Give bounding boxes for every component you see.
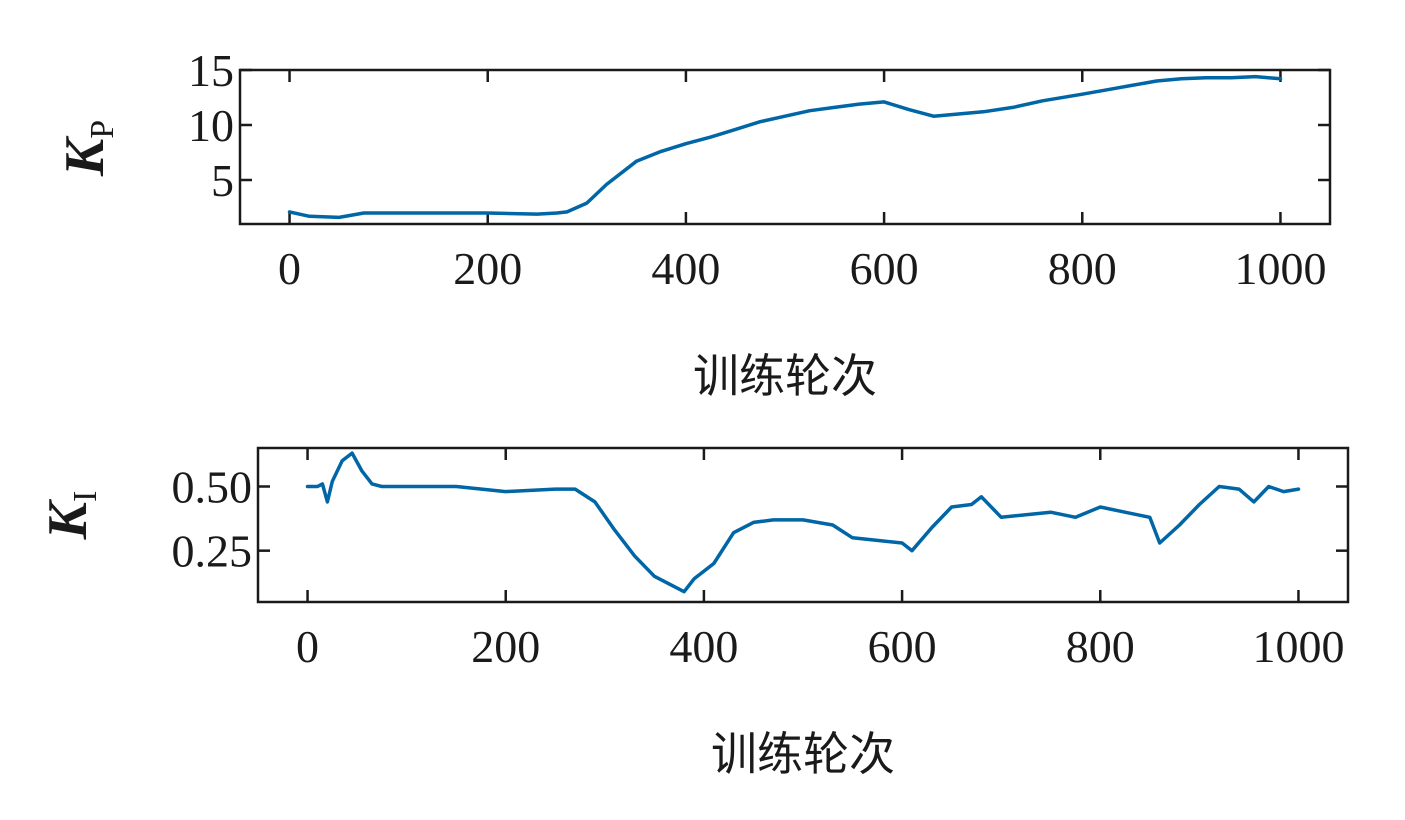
svg-text:KP: KP [54, 120, 121, 177]
kp-y-axis-label-subscript: P [84, 120, 121, 139]
svg-text:KI: KI [37, 491, 104, 541]
kp-ticks [240, 68, 1330, 224]
kp-x-tick-label: 0 [278, 243, 301, 294]
ki-ticks [258, 448, 1348, 602]
ki-y-tick-labels: 0.25 0.50 [172, 462, 253, 577]
ki-y-axis-label-main: K [37, 498, 99, 540]
kp-x-axis-label: 训练轮次 [693, 349, 877, 403]
ki-y-tick-label: 0.50 [172, 462, 253, 513]
ki-x-tick-label: 600 [868, 621, 937, 672]
ki-y-tick-label: 0.25 [172, 526, 253, 577]
kp-x-tick-label: 400 [651, 243, 720, 294]
kp-y-axis-label-main: K [54, 135, 116, 177]
kp-plot-frame [238, 68, 1332, 226]
ki-series-line [305, 451, 1301, 594]
ki-x-axis-label: 训练轮次 [711, 727, 895, 781]
kp-y-tick-label: 5 [211, 155, 234, 206]
kp-series-line [287, 74, 1283, 220]
kp-y-tick-label: 15 [188, 45, 234, 96]
ki-y-axis-label-subscript: I [67, 491, 104, 502]
ki-plot-frame [256, 446, 1350, 604]
kp-x-tick-label: 1000 [1234, 243, 1326, 294]
ki-x-tick-label: 400 [669, 621, 738, 672]
ki-x-tick-labels: 0 200 400 600 800 1000 [296, 621, 1344, 672]
kp-x-tick-label: 200 [453, 243, 522, 294]
kp-x-tick-label: 600 [850, 243, 919, 294]
ki-x-tick-label: 1000 [1252, 621, 1344, 672]
kp-y-axis-label: KP [54, 120, 121, 177]
kp-y-tick-label: 10 [188, 100, 234, 151]
ki-chart: 0 200 400 600 800 1000 0.25 0.50 训练轮次 KI [37, 446, 1350, 781]
kp-x-tick-label: 800 [1048, 243, 1117, 294]
ki-x-tick-label: 0 [296, 621, 319, 672]
ki-x-tick-label: 200 [471, 621, 540, 672]
ki-x-tick-label: 800 [1066, 621, 1135, 672]
kp-x-tick-labels: 0 200 400 600 800 1000 [278, 243, 1326, 294]
ki-y-axis-label: KI [37, 491, 104, 541]
